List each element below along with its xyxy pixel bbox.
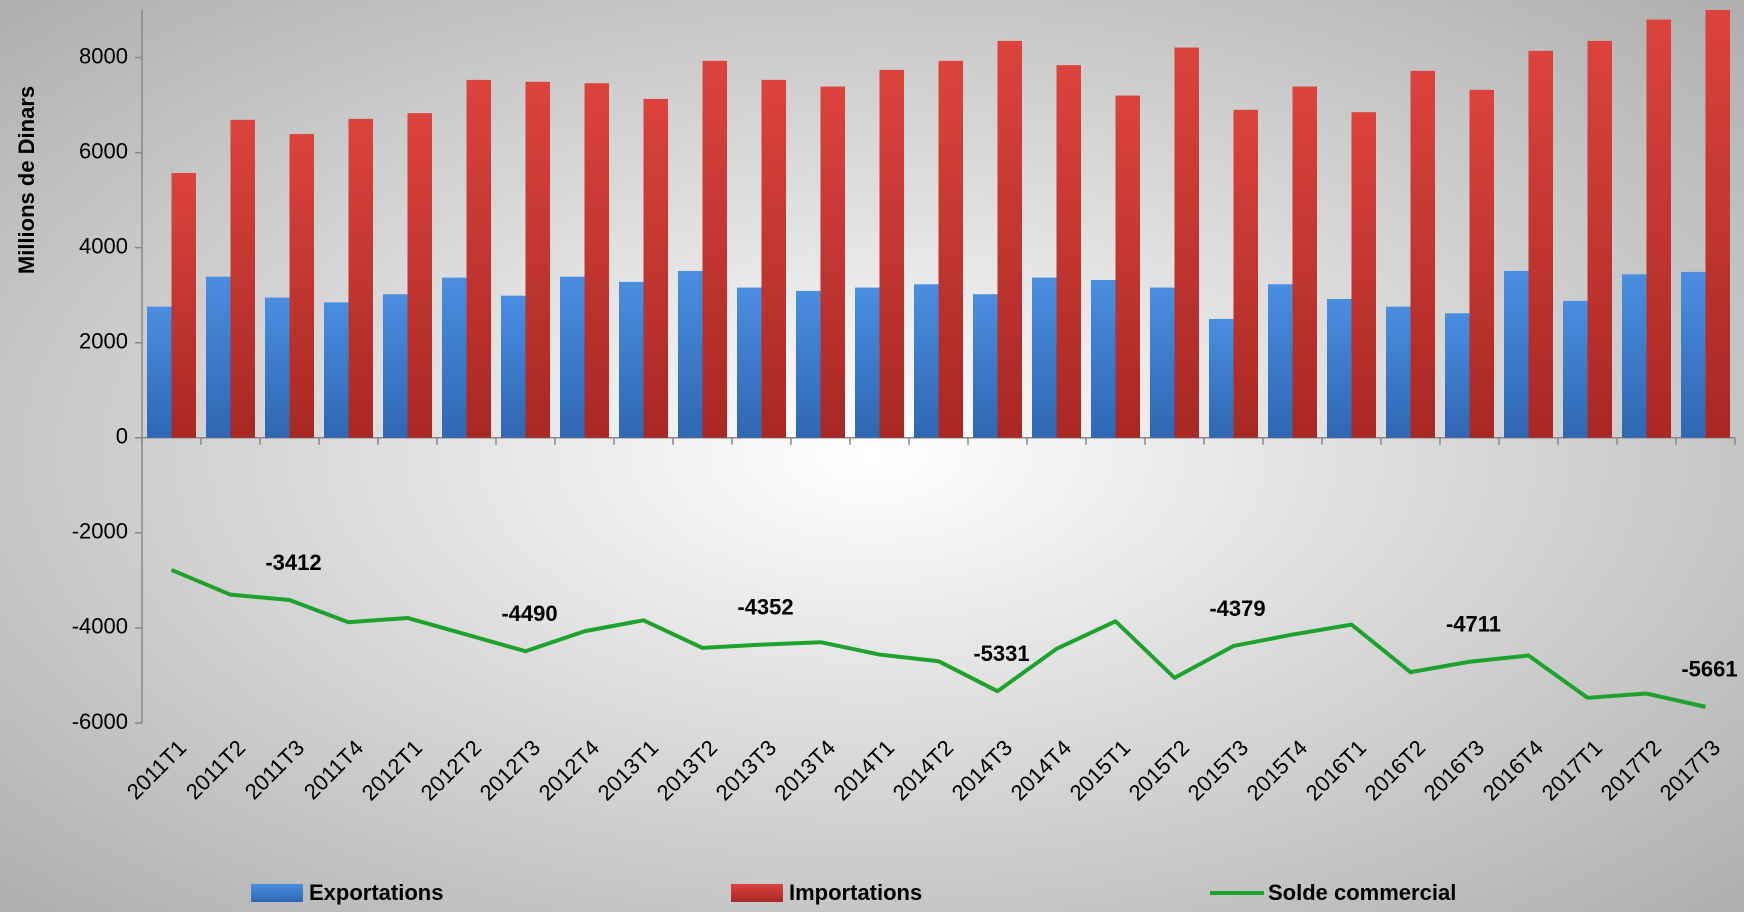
data-label: -4490 — [501, 601, 557, 626]
bar — [643, 98, 668, 438]
bar — [702, 60, 727, 438]
bar — [678, 270, 703, 438]
bar — [1292, 86, 1317, 438]
bar — [761, 79, 786, 438]
data-label: -5661 — [1681, 657, 1737, 682]
legend-label: Solde commercial — [1268, 880, 1456, 905]
data-label: -5331 — [973, 641, 1029, 666]
bar — [289, 134, 314, 438]
bar — [1386, 306, 1411, 438]
bar — [1268, 284, 1293, 438]
legend-swatch — [251, 884, 303, 902]
bar — [1174, 47, 1199, 438]
bar — [737, 287, 762, 438]
bar — [1646, 19, 1671, 438]
bar — [1681, 271, 1706, 438]
y-tick-label: 8000 — [79, 43, 128, 68]
bar — [1410, 70, 1435, 438]
data-label: -4379 — [1209, 596, 1265, 621]
bar — [1528, 50, 1553, 438]
bar — [997, 40, 1022, 438]
bar — [1705, 10, 1730, 438]
bar — [324, 302, 349, 438]
bar — [1115, 95, 1140, 438]
bar — [501, 295, 526, 438]
bar — [820, 86, 845, 438]
bar — [407, 113, 432, 438]
bar — [1504, 270, 1529, 438]
bar — [1327, 299, 1352, 438]
bar — [1622, 274, 1647, 438]
bar — [1150, 287, 1175, 438]
bar — [171, 173, 196, 438]
bar — [1445, 313, 1470, 438]
bar — [1587, 40, 1612, 438]
bar — [914, 284, 939, 438]
y-tick-label: -4000 — [72, 614, 128, 639]
bar — [938, 60, 963, 438]
data-label: -3412 — [265, 550, 321, 575]
bar — [1233, 109, 1258, 438]
bar — [1209, 318, 1234, 438]
bar — [560, 276, 585, 438]
bar — [1032, 277, 1057, 438]
y-tick-label: 2000 — [79, 329, 128, 354]
data-label: -4711 — [1446, 612, 1501, 637]
bar — [879, 69, 904, 438]
line — [170, 568, 1706, 709]
bar — [466, 79, 491, 438]
y-tick-label: 0 — [116, 424, 128, 449]
legend-label: Importations — [789, 880, 922, 905]
y-tick-label: -2000 — [72, 519, 128, 544]
bar — [348, 118, 373, 438]
bar — [525, 81, 550, 438]
bar — [855, 287, 880, 438]
y-axis-label: Millions de Dinars — [14, 86, 39, 274]
bar — [973, 294, 998, 438]
bar — [206, 276, 231, 438]
bar — [383, 294, 408, 438]
legend-swatch — [731, 884, 783, 902]
bar — [265, 297, 290, 438]
data-label: -4352 — [737, 594, 793, 619]
bar — [1469, 89, 1494, 438]
bar — [442, 277, 467, 438]
bar — [1091, 279, 1116, 438]
y-tick-label: 4000 — [79, 233, 128, 258]
legend-label: Exportations — [309, 880, 443, 905]
bar — [796, 290, 821, 438]
y-tick-label: 6000 — [79, 138, 128, 163]
bar — [147, 306, 172, 438]
bar — [619, 281, 644, 438]
bar — [584, 83, 609, 438]
bar — [1351, 112, 1376, 438]
bar — [230, 119, 255, 438]
bar — [1056, 65, 1081, 438]
y-tick-label: -6000 — [72, 709, 128, 734]
bar — [1563, 300, 1588, 438]
